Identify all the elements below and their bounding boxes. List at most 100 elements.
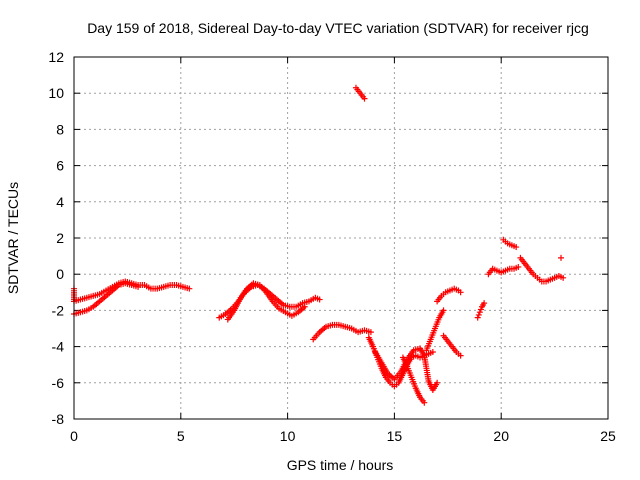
data-point xyxy=(88,293,95,300)
data-point xyxy=(75,297,82,304)
data-point xyxy=(475,311,482,318)
data-point xyxy=(407,372,414,379)
data-point xyxy=(220,312,227,319)
data-point xyxy=(333,321,340,328)
data-point xyxy=(278,300,285,307)
data-point xyxy=(369,341,376,348)
data-point xyxy=(545,277,552,284)
data-point xyxy=(297,301,304,308)
gridlines xyxy=(74,57,608,419)
data-point xyxy=(75,309,82,316)
data-point xyxy=(558,254,565,261)
data-point xyxy=(558,273,565,280)
data-point xyxy=(488,267,495,274)
data-point xyxy=(126,281,133,288)
tick-labels: 0 5 10 15 20 25 -8 -6 -4 -2 0 2 4 6 8 10 12 xyxy=(48,49,616,444)
data-point xyxy=(300,305,307,312)
data-point xyxy=(383,368,390,375)
data-point xyxy=(164,282,171,289)
data-point xyxy=(403,361,410,368)
data-point xyxy=(346,324,353,331)
data-point xyxy=(81,308,88,315)
chart-title: Day 159 of 2018, Sidereal Day-to-day VTE… xyxy=(87,20,589,36)
x-tick-label: 25 xyxy=(600,428,616,444)
data-point xyxy=(508,265,515,272)
data-point xyxy=(455,350,462,357)
data-point xyxy=(88,304,95,311)
data-point xyxy=(393,381,400,388)
data-point xyxy=(229,309,236,316)
data-point xyxy=(411,383,418,390)
data-point xyxy=(451,347,458,354)
data-point xyxy=(532,273,539,280)
data-point xyxy=(425,375,432,382)
data-point xyxy=(520,258,527,265)
data-point xyxy=(419,397,426,404)
data-point xyxy=(385,377,392,384)
data-point xyxy=(474,314,481,321)
data-point xyxy=(291,303,298,310)
y-tick-label: -6 xyxy=(52,375,65,391)
data-point xyxy=(414,346,421,353)
y-tick-label: 4 xyxy=(56,194,64,210)
y-axis-title: SDTVAR / TECUs xyxy=(5,182,21,294)
data-point xyxy=(377,358,384,365)
data-point xyxy=(272,295,279,302)
y-tick-label: 10 xyxy=(48,85,64,101)
data-point xyxy=(491,266,498,273)
data-point xyxy=(440,291,447,298)
data-point xyxy=(506,241,513,248)
data-point xyxy=(457,289,464,296)
data-point xyxy=(540,278,547,285)
data-point xyxy=(423,363,430,370)
data-point xyxy=(360,93,367,100)
data-point xyxy=(158,284,165,291)
data-point xyxy=(513,264,520,271)
y-tick-label: 6 xyxy=(56,158,64,174)
y-tick-label: -8 xyxy=(52,411,65,427)
data-point xyxy=(352,327,359,334)
x-tick-label: 5 xyxy=(177,428,185,444)
y-tick-label: 2 xyxy=(56,230,64,246)
data-point xyxy=(444,288,451,295)
y-tick-label: 0 xyxy=(56,266,64,282)
data-point xyxy=(528,269,535,276)
data-point xyxy=(416,392,423,399)
data-point xyxy=(327,322,334,329)
data-point xyxy=(248,281,255,288)
data-point xyxy=(280,308,287,315)
x-tick-label: 20 xyxy=(493,428,509,444)
data-point xyxy=(274,303,281,310)
data-point xyxy=(171,282,178,289)
data-point xyxy=(254,281,261,288)
data-point xyxy=(504,266,511,273)
data-point xyxy=(447,341,454,348)
x-axis-title: GPS time / hours xyxy=(287,457,394,473)
data-point xyxy=(365,328,372,335)
data-point xyxy=(261,287,268,294)
data-point xyxy=(443,336,450,343)
data-point xyxy=(132,283,139,290)
data-point xyxy=(100,288,107,295)
data-point xyxy=(101,294,108,301)
plot-frame xyxy=(73,56,609,420)
data-point xyxy=(145,284,152,291)
data-points xyxy=(71,84,567,406)
data-point xyxy=(453,286,460,293)
data-point xyxy=(536,276,543,283)
data-point xyxy=(396,370,403,377)
x-tick-label: 0 xyxy=(70,428,78,444)
data-point xyxy=(480,301,487,308)
data-point xyxy=(293,310,300,317)
data-point xyxy=(95,299,102,306)
data-point xyxy=(177,283,184,290)
x-tick-label: 10 xyxy=(280,428,296,444)
data-point xyxy=(355,88,362,95)
y-tick-label: -4 xyxy=(52,339,65,355)
y-tick-label: -2 xyxy=(52,302,65,318)
data-point xyxy=(427,349,434,356)
data-point xyxy=(268,296,275,303)
data-point xyxy=(511,243,518,250)
data-point xyxy=(94,291,101,298)
